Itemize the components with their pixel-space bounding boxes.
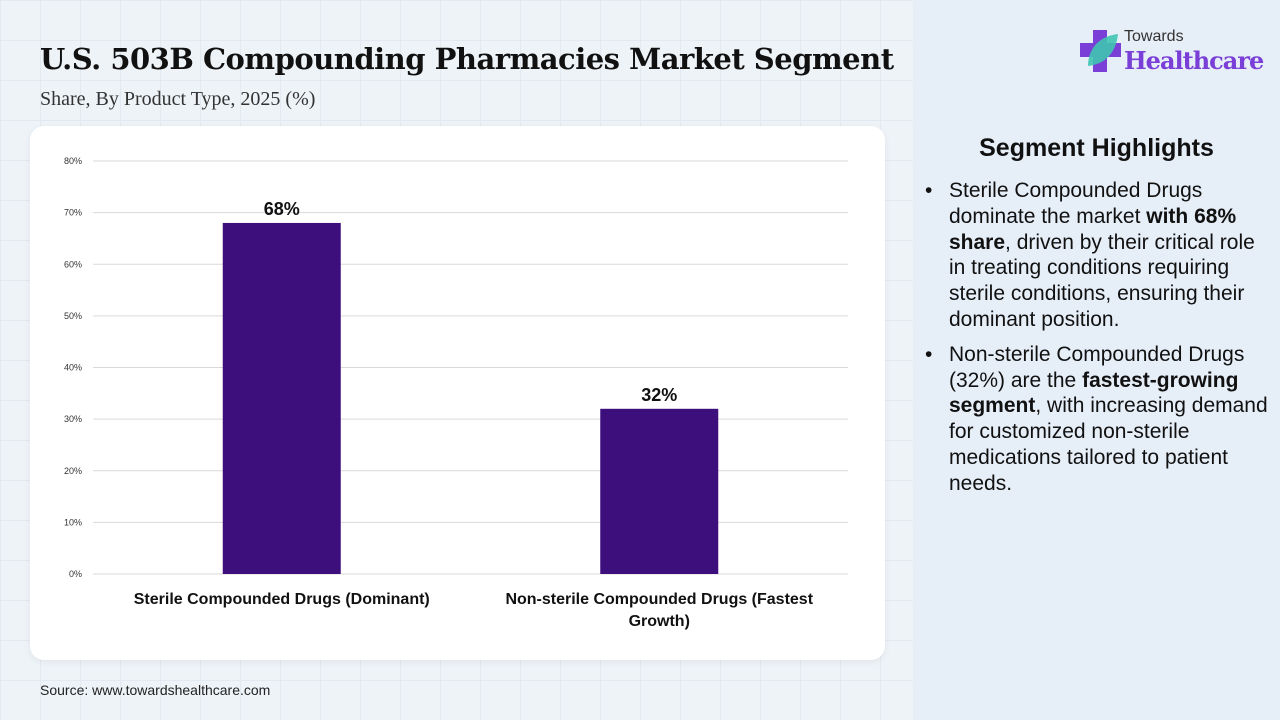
highlight-bold-text: fastest-growing segment (949, 368, 1239, 418)
logo-text-towards: Towards (1124, 28, 1184, 45)
y-tick-label: 30% (64, 414, 82, 424)
page-subtitle: Share, By Product Type, 2025 (%) (40, 88, 316, 110)
data-label: 68% (264, 199, 300, 219)
y-tick-label: 80% (64, 156, 82, 166)
highlight-item: Sterile Compounded Drugs dominate the ma… (925, 178, 1270, 333)
data-label: 32% (641, 385, 677, 405)
y-tick-label: 50% (64, 311, 82, 321)
x-tick-label: Non-sterile Compounded Drugs (Fastest Gro… (505, 591, 813, 630)
highlight-text: , with increasing demand for customized … (949, 394, 1268, 495)
y-tick-label: 70% (64, 208, 82, 218)
x-tick-label: Sterile Compounded Drugs (Dominant) (134, 591, 430, 608)
y-tick-label: 40% (64, 363, 82, 373)
y-tick-label: 0% (69, 569, 82, 579)
highlight-item: Non-sterile Compounded Drugs (32%) are t… (925, 342, 1270, 497)
bar (600, 408, 719, 574)
bar-chart: 0% 10% 20% 30% 40% 50% 60% 70% 80% 68% Sterile Com… (64, 156, 848, 630)
bar (222, 222, 341, 574)
highlights-title: Segment Highlights (979, 134, 1214, 162)
highlights-list: Sterile Compounded Drugs dominate the ma… (925, 178, 1270, 506)
highlight-text: , driven by their critical role in treat… (949, 230, 1255, 331)
logo-text-healthcare: Healthcare (1124, 46, 1264, 75)
y-tick-label: 10% (64, 517, 82, 527)
page-title: U.S. 503B Compounding Pharmacies Market … (40, 42, 894, 76)
y-tick-label: 20% (64, 466, 82, 476)
highlight-text: Non-sterile Compounded Drugs (32%) are t… (949, 342, 1245, 392)
highlight-text: Sterile Compounded Drugs dominate the ma… (949, 179, 1203, 228)
source-text: Source: www.towardshealthcare.com (40, 682, 271, 698)
y-tick-label: 60% (64, 259, 82, 269)
medical-cross-leaf-icon (1080, 30, 1121, 72)
chart-card (30, 126, 885, 660)
highlight-bold-text: with 68% share (949, 204, 1237, 254)
